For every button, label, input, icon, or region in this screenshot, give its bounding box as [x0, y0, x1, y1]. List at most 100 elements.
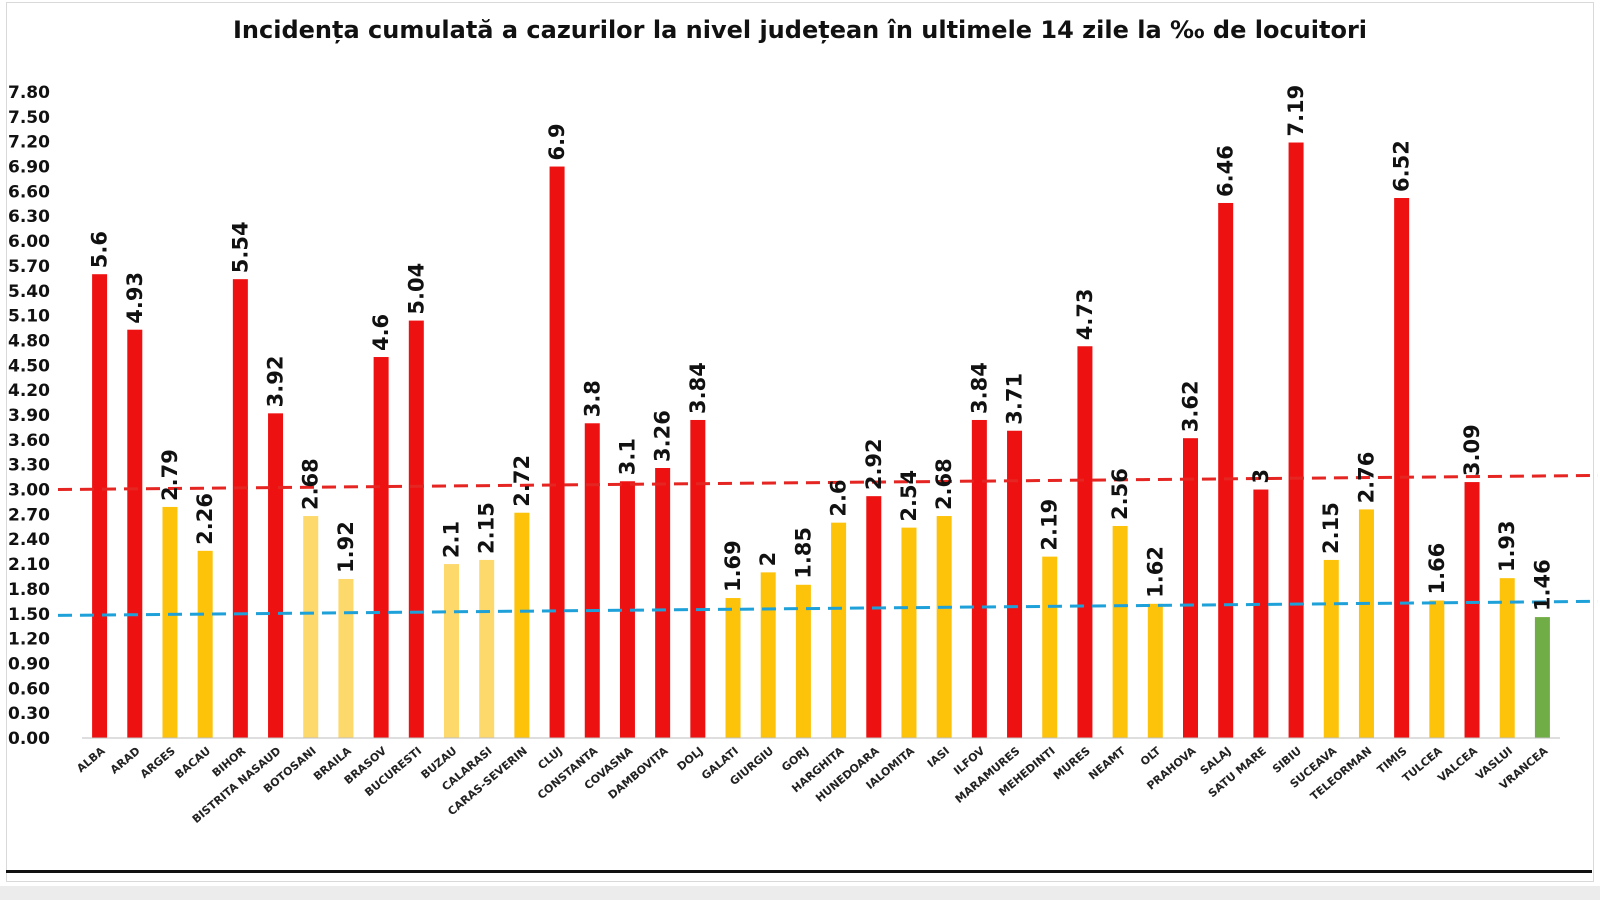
bar	[408, 320, 424, 738]
bar	[1429, 600, 1445, 738]
data-label: 3.26	[651, 410, 675, 462]
y-tick-label: 1.80	[8, 580, 50, 600]
y-tick-label: 1.50	[8, 605, 50, 625]
x-tick-label: CLUJ	[535, 744, 565, 772]
data-label: 2.6	[827, 479, 851, 516]
bar	[1499, 578, 1515, 738]
data-label: 3.84	[686, 362, 710, 414]
y-tick-label: 2.70	[8, 505, 50, 525]
y-tick-label: 1.20	[8, 630, 50, 650]
data-label: 1.66	[1425, 543, 1449, 595]
data-label: 6.52	[1390, 140, 1414, 192]
bar	[1464, 482, 1480, 738]
bar	[232, 279, 248, 738]
bar	[479, 559, 495, 738]
chart-title: Incidența cumulată a cazurilor la nivel …	[232, 16, 1368, 44]
bar	[197, 550, 213, 738]
y-tick-label: 7.50	[8, 108, 50, 128]
bar	[1358, 509, 1374, 738]
x-tick-label: DAMBOVITA	[606, 744, 671, 802]
y-tick-label: 4.50	[8, 356, 50, 376]
y-tick-label: 2.40	[8, 530, 50, 550]
x-tick-label: NEAMT	[1086, 744, 1128, 782]
data-label: 7.19	[1284, 85, 1308, 137]
bar	[127, 329, 143, 738]
bar	[92, 274, 108, 738]
data-label: 2.76	[1354, 452, 1378, 504]
data-label: 4.73	[1073, 288, 1097, 340]
data-label: 2.19	[1038, 499, 1062, 551]
bar	[1007, 430, 1023, 738]
bar	[760, 572, 776, 738]
x-tick-label: BACAU	[173, 744, 214, 781]
data-label: 1.69	[721, 540, 745, 592]
x-tick-label: MURES	[1051, 744, 1093, 782]
y-tick-label: 7.20	[8, 133, 50, 153]
data-label: 3.71	[1003, 373, 1027, 425]
data-label: 1.62	[1143, 546, 1167, 598]
y-tick-label: 6.60	[8, 182, 50, 202]
y-tick-label: 0.00	[8, 729, 50, 749]
bar	[1534, 617, 1550, 738]
bar	[162, 506, 178, 738]
x-tick-label: DOLJ	[675, 744, 706, 773]
bar	[268, 413, 284, 738]
y-axis: 0.00 0.30 0.60 0.90 1.20 1.50 1.80 2.10 2.40 2.70…	[8, 83, 50, 749]
bar	[936, 516, 952, 738]
y-tick-label: 0.60	[8, 679, 50, 699]
bar	[1112, 525, 1128, 738]
x-tick-label: VALCEA	[1435, 744, 1480, 785]
data-label: 5.6	[88, 231, 112, 268]
x-tick-label: ARGES	[138, 744, 178, 781]
bars	[92, 142, 1550, 739]
data-label: 1.46	[1530, 559, 1554, 611]
data-label: 2.92	[862, 438, 886, 490]
data-label: 5.04	[404, 263, 428, 315]
y-tick-label: 4.80	[8, 331, 50, 351]
x-tick-label: OLT	[1138, 744, 1164, 768]
y-tick-label: 0.90	[8, 654, 50, 674]
data-label: 6.9	[545, 123, 569, 160]
y-tick-label: 6.30	[8, 207, 50, 227]
bar	[303, 516, 319, 738]
data-label: 4.93	[123, 272, 147, 324]
data-label: 3	[1249, 469, 1273, 484]
bar	[1323, 559, 1339, 738]
x-tick-label: ALBA	[74, 744, 108, 775]
bar	[444, 564, 459, 738]
data-label: 3.92	[264, 356, 288, 408]
data-label: 4.6	[369, 314, 393, 351]
bar	[338, 578, 354, 738]
y-tick-label: 4.20	[8, 381, 50, 401]
data-label: 2.68	[932, 458, 956, 510]
bar	[373, 357, 389, 738]
data-label: 2	[756, 552, 780, 567]
data-label: 3.8	[580, 380, 604, 417]
data-label: 2.56	[1108, 468, 1132, 520]
data-label: 1.92	[334, 521, 358, 573]
data-label: 3.1	[615, 438, 639, 475]
bar	[725, 598, 741, 738]
bar	[584, 423, 600, 738]
bar	[690, 419, 706, 738]
bar	[866, 496, 882, 738]
data-label: 2.68	[299, 458, 323, 510]
data-labels: 5.6 4.93 2.79 2.26 5.54 3.92 2.68 1.92 4.6 5.04 2.…	[88, 85, 1555, 611]
y-tick-label: 5.10	[8, 307, 50, 327]
y-tick-label: 3.60	[8, 431, 50, 451]
y-tick-label: 7.80	[8, 83, 50, 103]
y-tick-label: 6.90	[8, 158, 50, 178]
x-tick-label: CONSTANTA	[535, 744, 600, 802]
data-label: 2.26	[193, 493, 217, 545]
data-label: 1.85	[791, 527, 815, 579]
bar	[1183, 438, 1198, 738]
bar	[831, 522, 847, 738]
bar	[1042, 556, 1058, 738]
bar	[549, 166, 565, 739]
bar	[1394, 198, 1410, 738]
y-tick-label: 0.30	[8, 704, 50, 724]
bar	[1147, 603, 1163, 738]
data-label: 2.1	[440, 521, 464, 558]
